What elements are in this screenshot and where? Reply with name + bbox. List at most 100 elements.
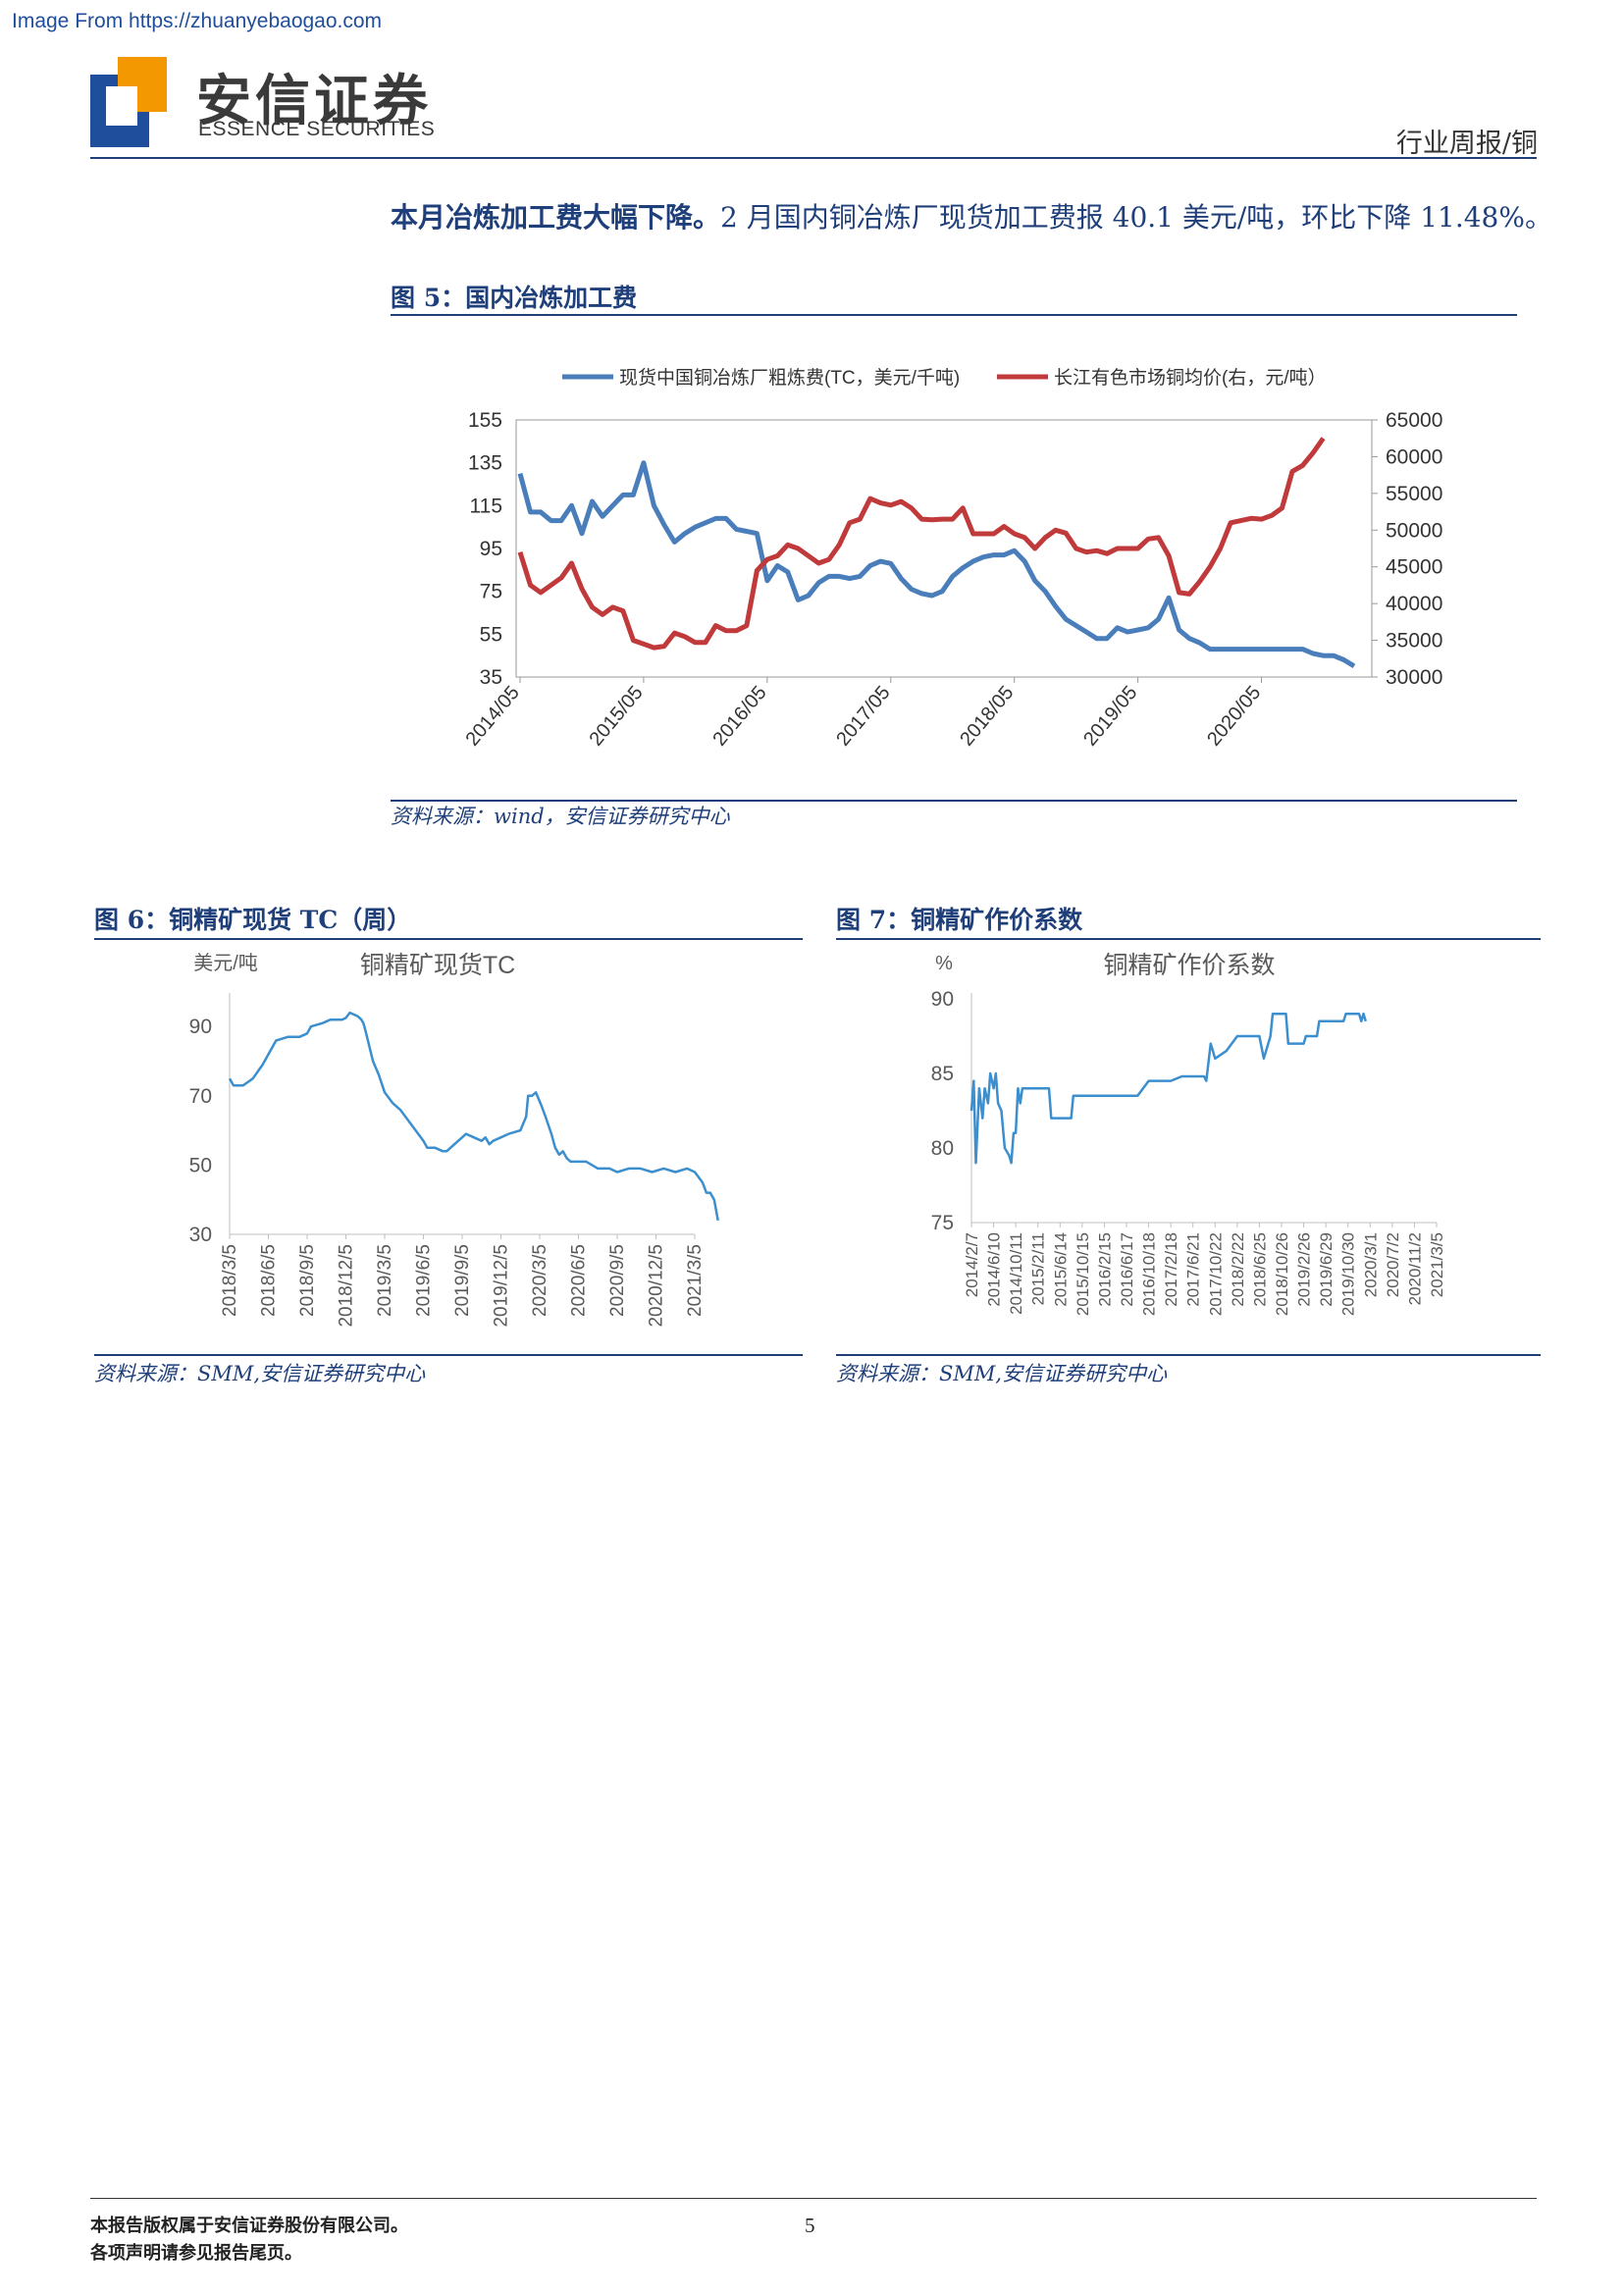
fig5-left-tick-label: 155 bbox=[468, 409, 502, 432]
fig7-x-tick-label: 2018/6/25 bbox=[1250, 1232, 1269, 1307]
fig5-left-tick-label: 35 bbox=[480, 666, 502, 689]
fig5-legend-label: 长江有色市场铜均价(右，元/吨） bbox=[1054, 367, 1327, 389]
fig6-y-tick-label: 90 bbox=[189, 1016, 212, 1038]
fig7-x-tick-label: 2020/3/1 bbox=[1361, 1232, 1380, 1297]
fig6-x-tick-label: 2018/6/5 bbox=[259, 1244, 280, 1317]
fig6-y-tick-label: 50 bbox=[189, 1154, 212, 1176]
fig7-x-tick-label: 2021/3/5 bbox=[1428, 1232, 1446, 1297]
fig7-chart: 铜精矿作价系数% 75 80 85 90 2014/2/7 2014/6/10 2014/10… bbox=[931, 952, 1446, 1316]
fig5-left-tick-label: 95 bbox=[480, 538, 502, 560]
fig5-chart: 35 55 75 95 115 135 155 30000 35000 40000 45000 500… bbox=[462, 367, 1443, 751]
fig6-x-tick-label: 2019/6/5 bbox=[414, 1244, 435, 1317]
fig7-x-tick-label: 2015/6/14 bbox=[1051, 1232, 1070, 1307]
fig6-x-tick-label: 2019/3/5 bbox=[375, 1244, 395, 1317]
fig5-title: 图 5：国内冶炼加工费 bbox=[391, 284, 638, 312]
source-url[interactable]: Image From https://zhuanyebaogao.com bbox=[12, 10, 383, 32]
fig6-x-tick-label: 2019/12/5 bbox=[492, 1244, 512, 1328]
fig6-x-tick-label: 2020/3/5 bbox=[530, 1244, 550, 1317]
fig7-x-tick-label: 2014/6/10 bbox=[985, 1232, 1004, 1307]
fig6-x-tick-label: 2018/3/5 bbox=[220, 1244, 240, 1317]
fig5-left-tick-label: 55 bbox=[480, 623, 502, 646]
fig5-x-tick-label: 2018/05 bbox=[956, 682, 1018, 751]
fig7-x-tick-label: 2020/11/2 bbox=[1405, 1232, 1424, 1305]
fig7-x-tick-label: 2016/10/18 bbox=[1140, 1232, 1159, 1316]
fig7-x-tick-label: 2014/10/11 bbox=[1007, 1232, 1025, 1315]
fig5-right-tick-label: 55000 bbox=[1386, 483, 1442, 505]
fig5-series-copper-price-line bbox=[517, 437, 1326, 651]
fig5-x-tick-label: 2016/05 bbox=[708, 682, 770, 751]
fig5-bottom-rule bbox=[391, 800, 1517, 802]
fig5-left-tick-label: 75 bbox=[480, 581, 502, 603]
fig5-right-tick-label: 30000 bbox=[1386, 666, 1442, 689]
fig6-x-tick-label: 2020/12/5 bbox=[647, 1244, 667, 1328]
fig7-x-tick-label: 2017/6/21 bbox=[1184, 1232, 1203, 1307]
fig7-title: 图 7：铜精矿作价系数 bbox=[836, 906, 1083, 934]
footer-disclaimer: 各项声明请参见报告尾页。 bbox=[90, 2243, 302, 2264]
page-number: 5 bbox=[805, 2214, 815, 2237]
company-logo bbox=[90, 57, 167, 147]
fig5-plot-frame bbox=[515, 419, 1373, 678]
fig6-y-tick-label: 70 bbox=[189, 1085, 212, 1108]
fig6-series-line bbox=[228, 1011, 719, 1222]
fig6-x-tick-label: 2021/3/5 bbox=[685, 1244, 706, 1317]
fig5-right-tick-label: 60000 bbox=[1386, 445, 1442, 468]
fig5-x-tick-label: 2015/05 bbox=[585, 682, 647, 751]
fig7-x-tick-label: 2018/2/22 bbox=[1229, 1232, 1247, 1307]
fig7-source: 资料来源：SMM,安信证券研究中心 bbox=[836, 1362, 1168, 1385]
logo-white-cut bbox=[106, 86, 137, 126]
footer-copyright: 本报告版权属于安信证券股份有限公司。 bbox=[90, 2216, 408, 2236]
fig5-right-tick-label: 65000 bbox=[1386, 409, 1442, 432]
fig7-x-tick-label: 2017/10/22 bbox=[1206, 1232, 1225, 1316]
fig6-x-tick-label: 2020/6/5 bbox=[569, 1244, 590, 1317]
fig5-title-rule bbox=[391, 314, 1517, 316]
fig7-series-line bbox=[969, 1012, 1367, 1165]
fig5-x-tick-label: 2019/05 bbox=[1079, 682, 1141, 751]
fig6-source: 资料来源：SMM,安信证券研究中心 bbox=[94, 1362, 426, 1385]
fig5-x-tick-label: 2017/05 bbox=[832, 682, 894, 751]
fig7-x-tick-label: 2019/2/26 bbox=[1295, 1232, 1314, 1307]
fig6-chart-title: 铜精矿现货TC bbox=[360, 952, 515, 979]
fig6-x-tick-label: 2018/9/5 bbox=[297, 1244, 318, 1317]
footer-divider bbox=[90, 2198, 1537, 2199]
fig7-x-tick-label: 2015/10/15 bbox=[1074, 1232, 1092, 1316]
fig7-x-tick-label: 2014/2/7 bbox=[963, 1232, 981, 1297]
fig7-title-rule bbox=[836, 938, 1541, 940]
fig6-title-rule bbox=[94, 938, 803, 940]
fig5-x-tick-label: 2014/05 bbox=[462, 682, 524, 751]
fig5-right-tick-label: 40000 bbox=[1386, 593, 1442, 615]
fig7-y-tick-label: 80 bbox=[931, 1137, 954, 1160]
fig7-y-tick-label: 75 bbox=[931, 1212, 954, 1234]
fig7-x-tick-label: 2017/2/18 bbox=[1162, 1232, 1180, 1307]
header-divider bbox=[90, 157, 1537, 159]
report-type: 行业周报/铜 bbox=[1395, 129, 1538, 159]
fig7-x-tick-label: 2016/6/17 bbox=[1118, 1232, 1136, 1307]
fig7-x-tick-label: 2018/10/26 bbox=[1273, 1232, 1291, 1316]
fig7-x-tick-label: 2015/2/11 bbox=[1029, 1232, 1048, 1305]
fig7-bottom-rule bbox=[836, 1354, 1541, 1356]
logo-english-name: ESSENCE SECURITIES bbox=[198, 118, 436, 140]
fig5-right-tick-label: 35000 bbox=[1386, 630, 1442, 652]
fig5-left-tick-label: 115 bbox=[470, 495, 502, 517]
fig5-right-tick-label: 45000 bbox=[1386, 556, 1442, 579]
fig7-x-tick-label: 2016/2/15 bbox=[1095, 1232, 1114, 1307]
fig7-x-tick-label: 2020/7/2 bbox=[1384, 1232, 1402, 1297]
fig7-y-tick-label: 85 bbox=[931, 1063, 954, 1085]
fig5-x-tick-label: 2020/05 bbox=[1203, 682, 1265, 751]
fig7-x-tick-label: 2019/6/29 bbox=[1317, 1232, 1336, 1307]
fig6-x-tick-label: 2019/9/5 bbox=[452, 1244, 473, 1317]
fig5-source: 资料来源：wind，安信证券研究中心 bbox=[391, 805, 730, 828]
fig5-right-tick-label: 50000 bbox=[1386, 519, 1442, 542]
fig6-y-tick-label: 30 bbox=[189, 1224, 212, 1246]
summary-paragraph: 本月冶炼加工费大幅下降。2 月国内铜冶炼厂现货加工费报 40.1 美元/吨，环比… bbox=[391, 196, 1552, 235]
fig6-x-tick-label: 2020/9/5 bbox=[607, 1244, 628, 1317]
fig6-chart: 铜精矿现货TC 美元/吨 30 50 70 90 2018/3/5 2018/6/5 2018/… bbox=[189, 952, 719, 1328]
fig6-x-tick-label: 2018/12/5 bbox=[337, 1244, 357, 1328]
summary-text: 2 月国内铜冶炼厂现货加工费报 40.1 美元/吨，环比下降 11.48%。 bbox=[720, 201, 1552, 234]
fig7-x-tick-label: 2019/10/30 bbox=[1339, 1232, 1358, 1316]
fig6-title: 图 6：铜精矿现货 TC（周） bbox=[94, 906, 412, 934]
fig5-legend-label: 现货中国铜冶炼厂粗炼费(TC，美元/千吨) bbox=[619, 367, 960, 389]
fig5-series-tc-line bbox=[517, 460, 1356, 669]
fig6-bottom-rule bbox=[94, 1354, 803, 1356]
fig7-chart-title: 铜精矿作价系数 bbox=[1103, 952, 1275, 979]
fig5-left-tick-label: 135 bbox=[468, 452, 502, 475]
